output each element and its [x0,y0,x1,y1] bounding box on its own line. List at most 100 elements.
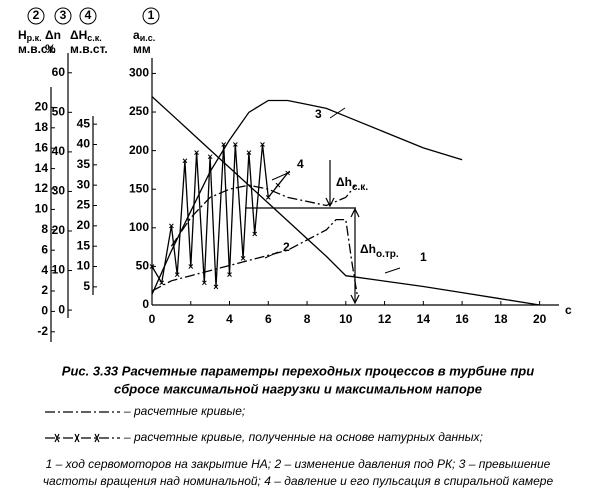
axis-number-circle [79,7,97,25]
axis-label: ΔHс.к. [70,28,102,43]
legend-text: – расчетные кривые; [123,404,245,418]
x-tick-label: 2 [187,312,194,326]
series-line [151,218,359,297]
x-tick-label: 0 [149,312,156,326]
data-marker [213,284,219,290]
y-tick-label: 4 [41,263,48,277]
series-line [151,144,289,287]
y-tick-label: 30 [52,184,66,198]
y-tick-label: 150 [129,181,149,195]
series-line [151,96,540,306]
data-marker [149,264,155,269]
series-line [151,99,463,295]
series-label: 1 [420,250,427,264]
axis-unit: м.в.ст. [70,42,108,56]
data-marker [194,150,199,155]
data-marker [227,272,232,278]
y-tick-label: -2 [37,324,48,338]
x-axis-label: с [565,303,572,317]
legend-text: – расчетные кривые, полученные на основе… [123,430,483,444]
series-label-leader [329,107,346,119]
y-tick-label: 18 [35,120,49,134]
annotation-sub: о.тр. [376,249,399,260]
x-tick-label: 14 [417,312,431,326]
axis-number: 3 [60,8,67,22]
x-tick-label: 8 [304,312,311,326]
y-tick-label: 60 [52,65,66,79]
y-tick-label: 14 [35,161,49,175]
y-tick-label: 5 [83,279,90,293]
y-tick-label: 0 [41,304,48,318]
y-tick-label: 20 [35,100,49,114]
axis-number: 4 [85,8,92,22]
axis-label: aи.с. [133,28,155,43]
data-marker [182,158,188,164]
y-tick-label: 25 [77,198,91,212]
data-marker [275,182,281,188]
axis-unit: м.в.ст. [18,42,56,56]
axis-label-text: a [133,28,140,42]
y-tick-label: 15 [77,238,91,252]
y-tick-label: 40 [52,144,66,158]
y-tick-label: 10 [52,263,66,277]
data-marker [252,231,258,237]
y-tick-label: 50 [52,105,66,119]
annotation: Δhс.к. [336,175,368,192]
series-label: 3 [315,107,322,121]
y-tick-label: 12 [35,181,49,195]
data-marker [169,223,174,229]
y-tick-label: 300 [129,66,149,80]
y-tick-label: 100 [129,220,149,234]
axis-label: Δn [45,28,61,42]
axis-label-sub: с.к. [87,33,102,43]
series-label-leader [384,267,401,274]
axis-number-circle [142,7,160,25]
y-tick-label: 8 [41,222,48,236]
arrow-head [350,207,360,305]
y-tick-label: 50 [136,259,150,273]
y-tick-label: 2 [41,283,48,297]
axis-label-text: ΔH [70,28,87,42]
y-tick-label: 16 [35,140,49,154]
series-label-leader [271,171,291,181]
annotation-text: Δh [336,175,352,189]
x-tick-label: 18 [494,312,508,326]
x-tick-label: 4 [226,312,233,326]
y-tick-label: 20 [77,218,91,232]
series-label: 2 [283,240,290,254]
y-tick-label: 6 [41,242,48,256]
x-tick-label: 20 [533,312,547,326]
y-tick-label: 45 [77,116,91,130]
axis-number-circle [27,7,45,25]
series-label-leader [264,251,279,259]
axis-unit: % [45,42,56,56]
axis-number-circle [54,7,72,25]
axis-number: 1 [148,8,155,22]
data-marker [221,142,227,147]
x-tick-label: 16 [455,312,469,326]
annotation-text: Δh [360,242,376,256]
data-marker [240,256,246,261]
y-tick-label: 40 [77,137,91,151]
caption-title: сбросе максимальной нагрузки и максималь… [114,381,482,396]
y-tick-label: 10 [35,202,49,216]
y-tick-label: 250 [129,104,149,118]
annotation: Δhо.тр. [360,242,399,259]
axis-label-text: H [18,28,27,42]
annotation-sub: с.к. [352,182,368,193]
y-tick-label: 35 [77,157,91,171]
y-tick-label: 30 [77,177,91,191]
data-marker [201,280,207,286]
x-tick-label: 10 [339,312,353,326]
axis-number: 2 [33,8,40,22]
data-marker [207,154,213,160]
data-marker [232,142,238,147]
legend-marker [54,433,100,443]
y-tick-label: 0 [58,302,65,316]
data-marker [246,150,252,155]
axis-unit: мм [133,42,151,56]
y-tick-label: 0 [142,297,149,311]
axis-label-sub: р.к. [27,33,42,43]
x-tick-label: 12 [378,312,392,326]
